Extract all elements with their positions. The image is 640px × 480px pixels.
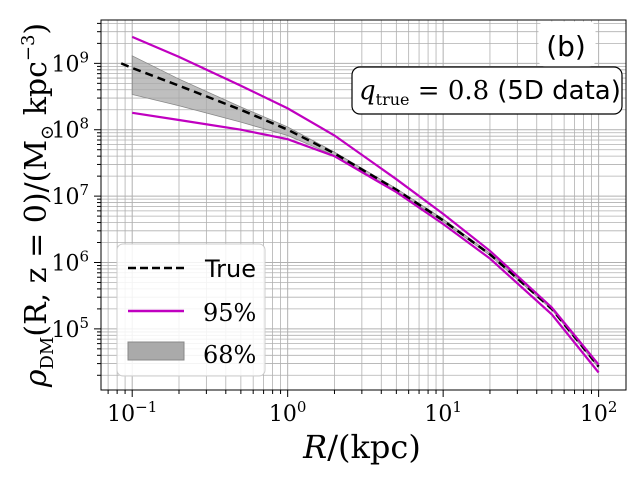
y-label-exp: −3 <box>18 35 39 62</box>
band-68 <box>131 55 600 369</box>
annotation-text: qtrue = 0.8 (5D data) <box>359 76 621 109</box>
legend-68-marker <box>127 341 185 361</box>
legend-68-label: 68% <box>203 341 256 369</box>
x-tick-label: 100 <box>269 398 307 427</box>
y-axis-label: ρDM(R, z = 0)/(M⊙ kpc−3) <box>18 23 58 388</box>
axis-ticks: 10−1 100 101 102 105 106 107 108 109 <box>51 22 618 427</box>
legend-true-label: True <box>204 255 256 283</box>
series-lines <box>120 35 600 374</box>
series-true <box>120 62 600 368</box>
plot-frame <box>100 19 627 391</box>
series-95-upper <box>131 35 600 366</box>
panel-label: (b) <box>546 30 586 63</box>
y-tick-label: 108 <box>51 115 89 144</box>
series-95-lower <box>132 111 600 374</box>
x-axis-label: R/(kpc) <box>302 428 421 466</box>
annotation-math-sub: true <box>376 90 410 109</box>
x-axis-label-var: R <box>302 428 327 466</box>
annotation-label: (5D data) <box>497 76 621 106</box>
y-label-var: ρ <box>19 369 54 388</box>
y-label-sun: ⊙ <box>37 125 58 140</box>
annotation-box: qtrue = 0.8 (5D data) <box>351 66 623 115</box>
y-label-sub: DM <box>37 337 58 370</box>
annotation-math: q <box>359 76 376 106</box>
legend-95-label: 95% <box>203 299 256 327</box>
x-tick-label: 101 <box>424 398 462 427</box>
y-label-unit: kpc <box>19 61 54 125</box>
y-tick-label: 106 <box>51 247 89 276</box>
y-label-close: ) <box>19 23 54 35</box>
y-tick-label: 107 <box>51 181 89 210</box>
y-label-rest: (R, z = 0)/(M <box>19 140 54 337</box>
annotation-math-rest: = 0.8 <box>410 76 490 106</box>
legend: True 95% 68% <box>116 243 266 377</box>
y-tick-label: 105 <box>51 314 89 343</box>
panel-label-box: (b) <box>538 21 596 67</box>
band-68-percent <box>131 55 600 369</box>
svg-text:ρDM(R, z = 0)/(M⊙ kpc−3): ρDM(R, z = 0)/(M⊙ kpc−3) <box>18 23 58 388</box>
y-tick-label: 109 <box>51 48 89 77</box>
x-axis-label-rest: /(kpc) <box>327 428 421 466</box>
x-tick-label: 102 <box>580 398 618 427</box>
x-tick-label: 10−1 <box>107 398 157 427</box>
